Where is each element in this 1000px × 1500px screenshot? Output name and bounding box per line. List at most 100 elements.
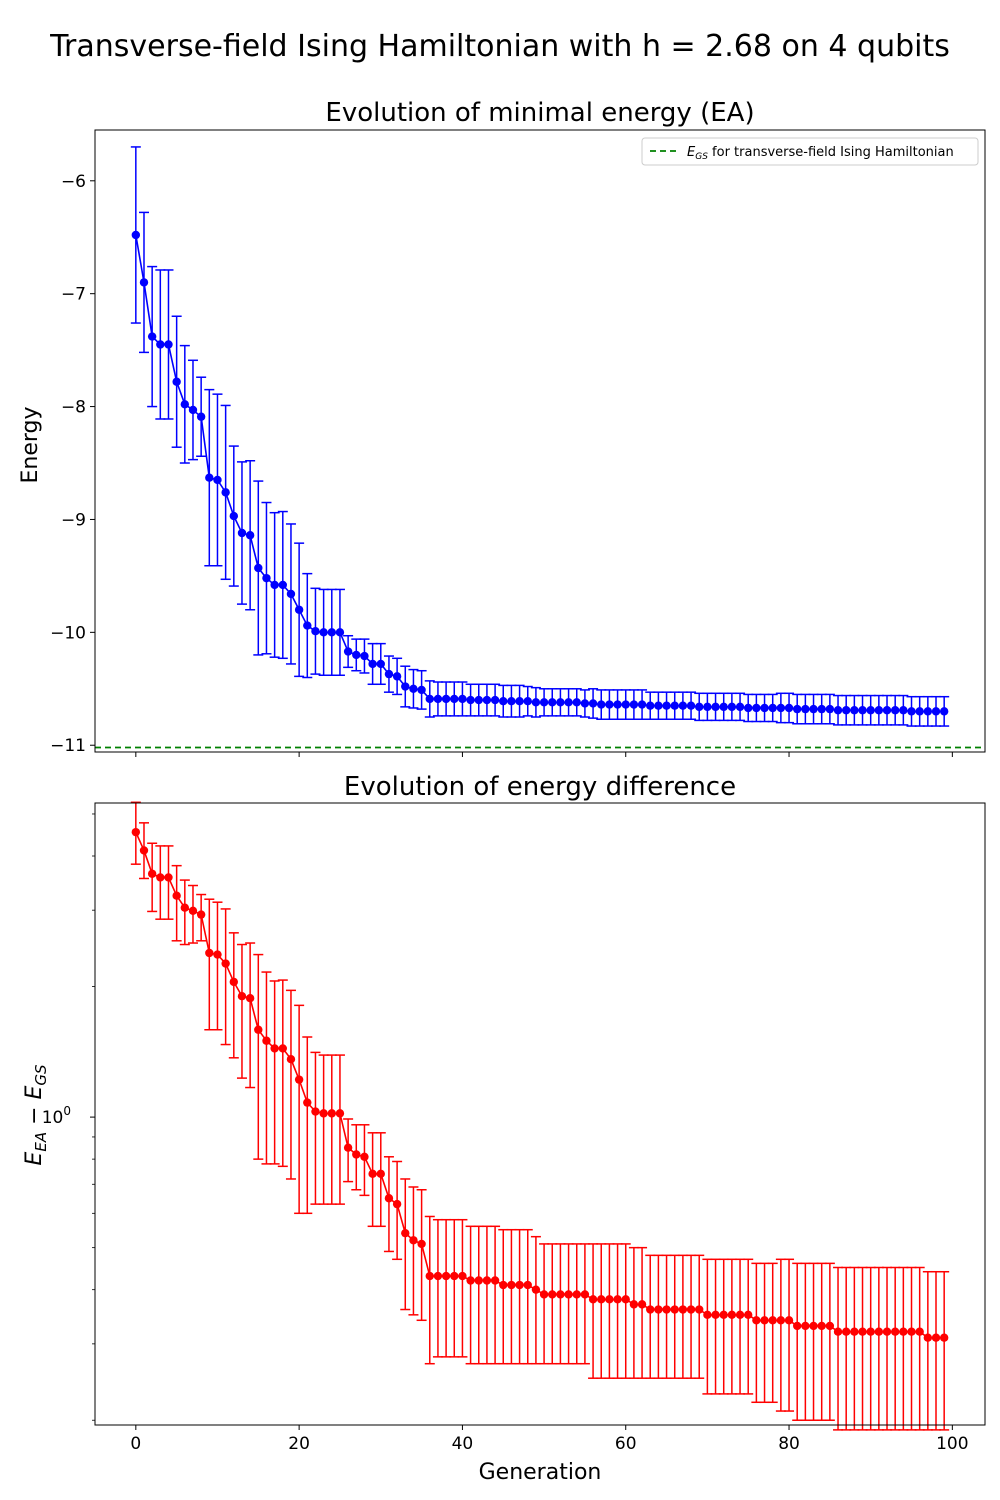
data-point [735,702,745,712]
data-point [825,1321,835,1331]
data-point [368,659,377,669]
data-point [768,703,777,713]
x-tick-label: 40 [452,1434,474,1454]
data-point [744,703,753,713]
data-point [907,707,916,716]
data-point [686,1305,696,1314]
data-point [507,697,516,706]
energy-panel-ylabel: Energy [18,406,43,483]
data-point [303,1098,312,1107]
data-point [597,700,606,709]
data-point [490,695,500,705]
data-point [294,605,304,614]
data-point [923,1333,933,1342]
data-point [727,1310,737,1320]
data-point [695,1305,704,1314]
data-point [352,1150,361,1159]
data-point [139,846,149,855]
data-point [531,1285,541,1294]
data-point [474,1276,483,1285]
data-point [890,1327,900,1336]
data-point [450,694,459,704]
data-point [874,706,884,715]
data-point [311,627,320,636]
data-point [564,698,573,707]
data-point [474,695,483,705]
data-point [515,1280,524,1290]
data-point [613,1295,622,1304]
data-point [147,869,157,878]
data-point [752,703,761,713]
energy-legend: EGS for transverse-field Ising Hamiltoni… [641,137,979,166]
data-point [164,873,173,882]
data-point [809,704,818,714]
data-point [319,628,328,637]
energy-panel-title: Evolution of minimal energy (EA) [325,98,754,128]
data-point [899,706,908,715]
data-point [931,707,941,716]
data-point [874,1327,884,1336]
difference-plot-area: 0 20 40 60 80 100 100 [42,801,969,1454]
data-point [882,706,892,715]
data-point [899,1327,908,1336]
data-point [458,1271,467,1281]
data-point [262,1036,271,1045]
data-point [254,563,263,573]
figure-suptitle: Transverse-field Ising Hamiltonian with … [49,29,950,64]
data-point [229,977,239,987]
data-point [588,699,598,708]
data-point [662,1305,671,1314]
data-point [164,340,173,349]
data-point [776,1316,786,1325]
data-point [670,1305,679,1314]
data-point [670,701,679,710]
data-point [327,628,336,637]
data-point [784,703,794,713]
data-point [433,1271,443,1281]
data-point [131,827,141,837]
data-point [719,702,728,712]
data-point [417,1239,426,1249]
data-point [270,580,279,590]
data-point [939,1333,949,1342]
data-point [327,1109,336,1118]
data-point [801,1321,810,1331]
data-point [196,412,206,421]
data-point [360,1152,369,1161]
x-tick-label: 100 [936,1434,968,1454]
data-point [858,706,867,715]
data-point [556,1290,565,1299]
data-point [760,1316,769,1325]
data-point [441,1271,451,1281]
data-point [409,684,418,693]
data-point [915,707,924,716]
data-point [254,1025,263,1034]
data-point [401,1228,410,1238]
data-point [262,573,271,583]
data-point [409,1236,418,1245]
data-point [286,1054,296,1064]
data-point [605,700,614,709]
data-point [433,694,443,704]
data-point [923,707,933,716]
data-point [572,698,581,707]
data-point [646,701,655,710]
data-point [931,1333,941,1342]
data-point [384,669,394,679]
data-point [793,1321,802,1331]
data-point [335,628,345,637]
data-point [784,1316,794,1325]
data-point [515,697,524,706]
y-tick-label: 100 [42,1104,71,1128]
data-point [523,1280,532,1290]
data-point [523,697,532,706]
data-point [629,1300,639,1309]
data-point [229,511,239,521]
data-point [376,1169,385,1179]
data-point [678,1305,688,1314]
data-point [458,694,467,704]
data-point [548,698,557,707]
data-point [221,959,230,968]
data-point [303,621,312,630]
